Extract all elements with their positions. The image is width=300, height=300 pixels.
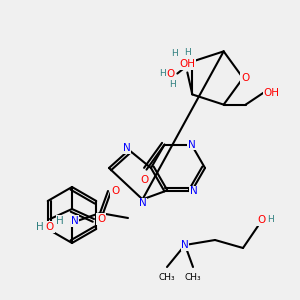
Text: H: H: [56, 216, 64, 226]
Text: H: H: [159, 69, 166, 78]
Text: O: O: [166, 68, 175, 79]
Text: N: N: [188, 140, 195, 150]
Text: H: H: [36, 222, 44, 232]
Text: N: N: [190, 186, 197, 197]
Text: CH₃: CH₃: [159, 272, 175, 281]
Text: O: O: [111, 186, 119, 196]
Text: O: O: [97, 214, 105, 224]
Text: O: O: [140, 175, 148, 184]
Text: H: H: [171, 49, 178, 58]
Text: O: O: [46, 222, 54, 232]
Text: OH: OH: [179, 59, 195, 70]
Text: CH₃: CH₃: [185, 272, 201, 281]
Text: N: N: [123, 143, 131, 153]
Text: N: N: [71, 216, 79, 226]
Text: H: H: [268, 215, 274, 224]
Text: O: O: [257, 215, 265, 225]
Text: N: N: [139, 198, 146, 208]
Text: H: H: [169, 80, 176, 89]
Text: O: O: [241, 73, 249, 83]
Text: H: H: [184, 48, 191, 57]
Text: N: N: [181, 240, 189, 250]
Text: OH: OH: [264, 88, 280, 98]
